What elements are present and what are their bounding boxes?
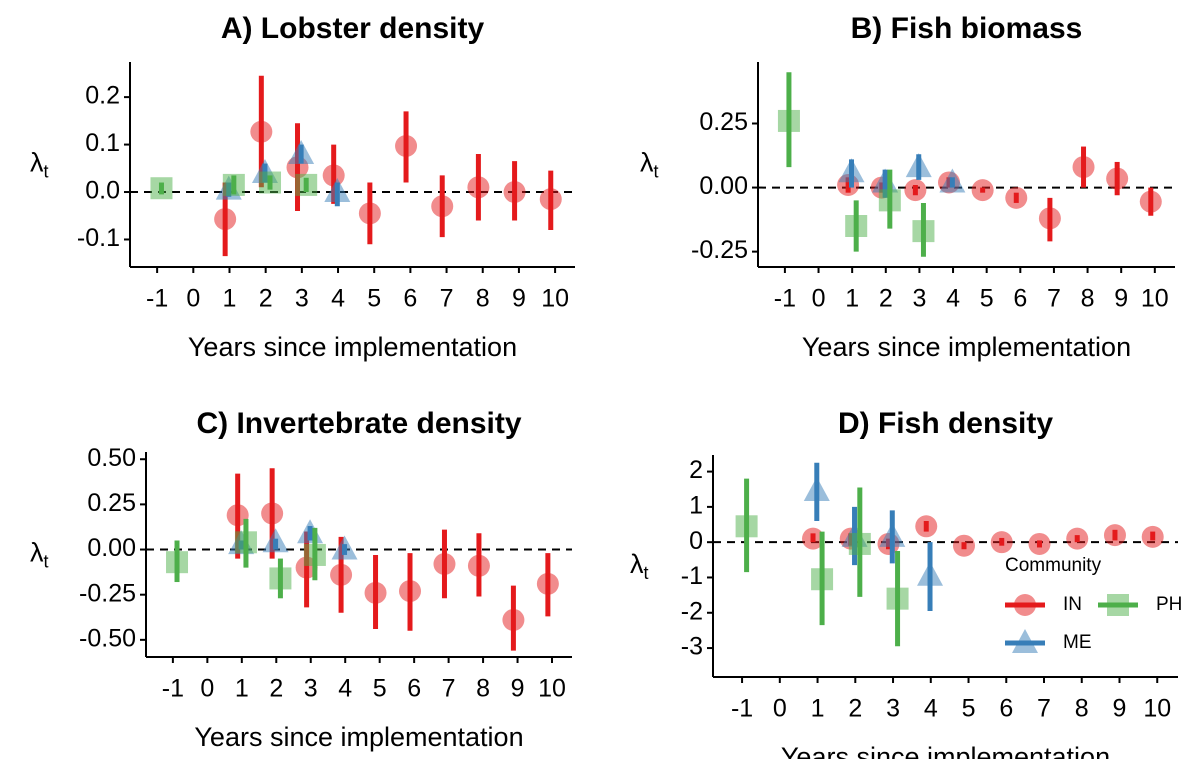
x-tick-label: 8: [476, 675, 490, 703]
x-tick-label: 0: [200, 675, 214, 703]
y-tick-label: 0: [689, 527, 703, 555]
x-tick-label: 10: [1143, 695, 1171, 723]
panel-title: B) Fish biomass: [851, 12, 1083, 45]
x-tick-label: 1: [845, 285, 859, 313]
x-axis-label: Years since implementation: [194, 722, 523, 752]
x-tick-label: 6: [1013, 285, 1027, 313]
y-axis-label: λt: [30, 538, 49, 572]
x-tick-label: 1: [811, 695, 825, 723]
y-tick-label: 0.25: [699, 108, 748, 136]
y-tick-label: 0.50: [87, 444, 136, 472]
panel-title: D) Fish density: [838, 407, 1053, 440]
x-tick-label: 3: [886, 695, 900, 723]
x-axis-label: Years since implementation: [802, 332, 1131, 362]
x-tick-label: 9: [1113, 695, 1127, 723]
x-tick-label: 2: [269, 675, 283, 703]
x-tick-label: 0: [186, 285, 200, 313]
x-tick-label: 6: [403, 285, 417, 313]
x-tick-label: 7: [1037, 695, 1051, 723]
x-tick-label: 4: [946, 285, 960, 313]
y-tick-label: 0.25: [87, 489, 136, 517]
x-tick-label: 6: [407, 675, 421, 703]
x-tick-label: 8: [476, 285, 490, 313]
legend-label: PH: [1156, 594, 1182, 615]
x-tick-label: 10: [541, 285, 569, 313]
x-tick-label: -1: [731, 695, 753, 723]
x-tick-label: -1: [774, 285, 796, 313]
x-tick-label: -1: [146, 285, 168, 313]
x-tick-label: 10: [538, 675, 566, 703]
panel-title: A) Lobster density: [221, 12, 485, 45]
y-axis-label: λt: [640, 148, 659, 182]
x-tick-label: 4: [338, 675, 352, 703]
x-tick-label: -1: [162, 675, 184, 703]
x-axis-label: Years since implementation: [188, 332, 517, 362]
x-tick-label: 10: [1141, 285, 1169, 313]
y-tick-label: 2: [689, 456, 703, 484]
x-tick-label: 3: [304, 675, 318, 703]
x-tick-label: 4: [331, 285, 345, 313]
x-tick-label: 5: [962, 695, 976, 723]
legend-title: Community: [1005, 555, 1102, 576]
x-tick-label: 7: [442, 675, 456, 703]
legend-marker: [1107, 594, 1129, 616]
x-axis-label: Years since implementation: [781, 742, 1110, 759]
x-tick-label: 5: [367, 285, 381, 313]
x-tick-label: 9: [1114, 285, 1128, 313]
panel-title: C) Invertebrate density: [196, 407, 521, 440]
x-tick-label: 4: [924, 695, 938, 723]
y-tick-label: 0.00: [699, 172, 748, 200]
x-tick-label: 0: [773, 695, 787, 723]
x-tick-label: 3: [295, 285, 309, 313]
y-axis-label: λt: [30, 148, 49, 182]
x-tick-label: 9: [512, 285, 526, 313]
x-tick-label: 5: [980, 285, 994, 313]
y-tick-label: -1: [681, 562, 703, 590]
y-tick-label: -0.1: [77, 224, 120, 252]
x-tick-label: 3: [912, 285, 926, 313]
y-tick-label: -0.25: [79, 579, 136, 607]
y-tick-label: 0.00: [87, 534, 136, 562]
y-tick-label: 0.1: [85, 129, 120, 157]
x-tick-label: 7: [1047, 285, 1061, 313]
legend-label: ME: [1063, 632, 1092, 653]
y-tick-label: -3: [681, 633, 703, 661]
y-tick-label: 0.0: [85, 177, 120, 205]
y-tick-label: -2: [681, 597, 703, 625]
y-tick-label: -0.25: [691, 236, 748, 264]
x-tick-label: 1: [223, 285, 237, 313]
y-tick-label: 1: [689, 491, 703, 519]
y-tick-label: -0.50: [79, 624, 136, 652]
legend-marker: [1014, 594, 1036, 616]
x-tick-label: 7: [440, 285, 454, 313]
x-tick-label: 2: [259, 285, 273, 313]
x-tick-label: 6: [999, 695, 1013, 723]
x-tick-label: 1: [235, 675, 249, 703]
x-tick-label: 2: [848, 695, 862, 723]
y-tick-label: 0.2: [85, 82, 120, 110]
x-tick-label: 0: [812, 285, 826, 313]
x-tick-label: 8: [1081, 285, 1095, 313]
legend-marker: [1012, 629, 1038, 653]
legend-label: IN: [1063, 594, 1082, 615]
x-tick-label: 9: [511, 675, 525, 703]
x-tick-label: 2: [879, 285, 893, 313]
x-tick-label: 5: [373, 675, 387, 703]
y-axis-label: λt: [630, 549, 649, 583]
x-tick-label: 8: [1075, 695, 1089, 723]
